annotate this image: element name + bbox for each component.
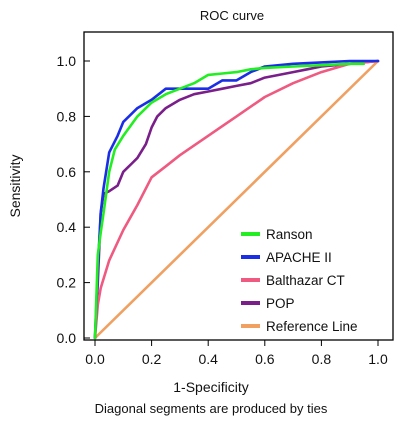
x-axis-label: 1-Specificity bbox=[173, 379, 248, 395]
x-tick-label: 0.8 bbox=[312, 351, 332, 367]
x-axis: 0.0 0.2 0.4 0.6 0.8 1.0 bbox=[85, 340, 388, 367]
legend-label-reference-line: Reference Line bbox=[266, 319, 358, 334]
y-tick-label: 0.2 bbox=[57, 275, 77, 291]
y-axis: 0.0 0.2 0.4 0.6 0.8 1.0 bbox=[57, 53, 90, 346]
legend-label-apache-ii: APACHE II bbox=[266, 250, 332, 265]
legend-swatch-ranson bbox=[241, 232, 260, 236]
x-tick-label: 0.0 bbox=[85, 351, 105, 367]
legend-swatch-balthazar-ct bbox=[241, 278, 260, 282]
legend-label-ranson: Ranson bbox=[266, 227, 313, 242]
legend-swatch-apache-ii bbox=[241, 255, 260, 259]
legend-swatch-pop bbox=[241, 301, 260, 305]
plot-frame bbox=[83, 31, 394, 341]
series-line-ranson bbox=[93, 62, 366, 340]
x-tick-label: 1.0 bbox=[368, 351, 388, 367]
x-tick-label: 0.2 bbox=[142, 351, 162, 367]
legend: Ranson APACHE II Balthazar CT POP Reference … bbox=[241, 227, 358, 334]
y-tick-label: 0.6 bbox=[57, 164, 77, 180]
legend-label-pop: POP bbox=[266, 296, 295, 311]
y-tick-label: 1.0 bbox=[57, 53, 77, 69]
footnote: Diagonal segments are produced by ties bbox=[95, 401, 328, 416]
chart-title: ROC curve bbox=[200, 8, 264, 23]
legend-label-balthazar-ct: Balthazar CT bbox=[266, 273, 345, 288]
series-line-pop bbox=[93, 59, 380, 340]
y-tick-label: 0.8 bbox=[57, 108, 77, 124]
series-line-reference-line bbox=[93, 59, 380, 340]
x-tick-label: 0.4 bbox=[198, 351, 218, 367]
y-tick-label: 0.0 bbox=[57, 330, 77, 346]
legend-swatch-reference-line bbox=[241, 324, 260, 328]
y-axis-label: Sensitivity bbox=[7, 154, 23, 217]
x-tick-label: 0.6 bbox=[255, 351, 275, 367]
y-tick-label: 0.4 bbox=[57, 219, 77, 235]
series-lines bbox=[93, 59, 380, 340]
series-line-balthazar-ct bbox=[93, 59, 380, 340]
